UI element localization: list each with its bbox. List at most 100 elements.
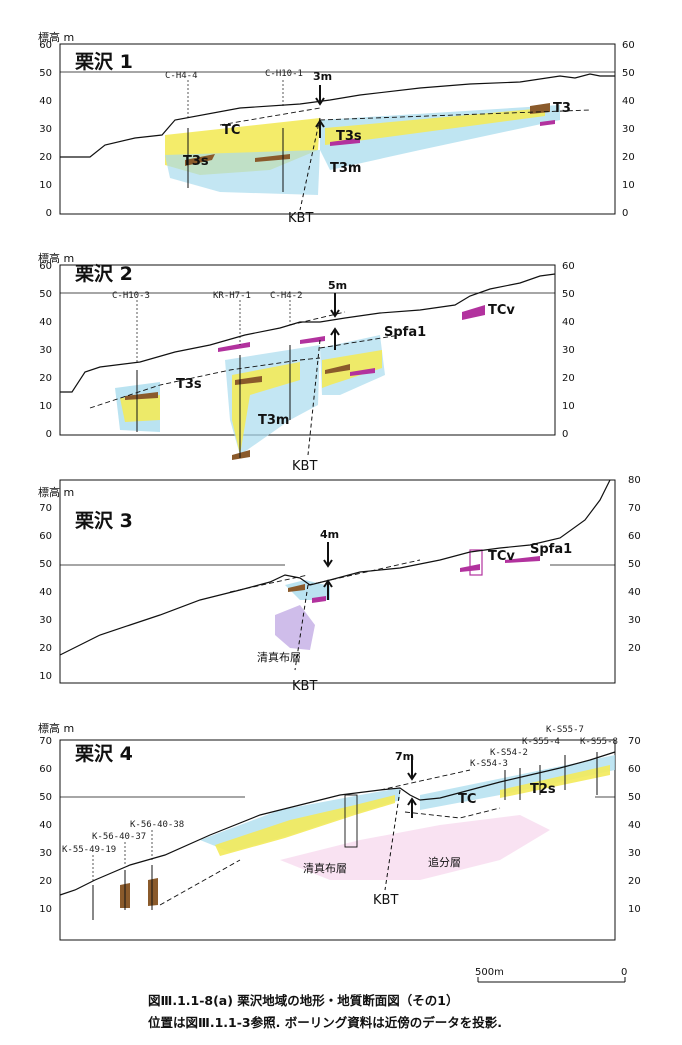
section-2-magenta-layer — [300, 336, 325, 344]
tick-label: 20 — [39, 152, 52, 163]
section-1-ticks-left: 60 50 40 30 20 10 0 — [39, 40, 52, 219]
figure-caption-line-2: 位置は図Ⅲ.1.1-3参照. ボーリング資料は近傍のデータを投影. — [148, 1015, 502, 1030]
section-4-offset-arrow-up — [407, 797, 417, 818]
tick-label: 50 — [39, 792, 52, 803]
tick-label: 10 — [39, 904, 52, 915]
section-1-unit-label: TC — [222, 123, 240, 138]
tick-label: 0 — [622, 208, 628, 219]
tick-label: 30 — [39, 615, 52, 626]
section-2-brown-layer — [232, 450, 250, 460]
section-2-title: 栗沢 2 — [75, 262, 133, 285]
section-1-dashed-surface — [219, 107, 321, 126]
section-4: 標高 m 栗沢 4 70 60 50 40 30 20 10 70 60 50 … — [38, 721, 641, 941]
section-1-axis-unit: 標高 m — [38, 30, 74, 44]
tick-label: 20 — [628, 876, 641, 887]
section-4-axis-unit: 標高 m — [38, 721, 74, 735]
tick-label: 30 — [628, 848, 641, 859]
tick-label: 60 — [622, 40, 635, 51]
section-4-offset-arrow-down — [407, 755, 417, 781]
section-2-unit-label: T3s — [176, 377, 202, 392]
section-2-yellow-body-3 — [322, 350, 382, 388]
tick-label: 50 — [628, 792, 641, 803]
section-1-offset-label: 3m — [313, 70, 332, 83]
section-2-borehole-label: C-H4-2 — [270, 291, 303, 301]
section-4-borehole-label: K-S54-2 — [490, 748, 528, 758]
section-2-brown-layer — [325, 364, 350, 374]
section-4-borehole-label: K-S55-7 — [546, 725, 584, 735]
section-2-magenta-layer — [462, 305, 485, 320]
tick-label: 50 — [39, 289, 52, 300]
tick-label: 60 — [628, 531, 641, 542]
tick-label: 70 — [628, 736, 641, 747]
section-2-unit-label: TCv — [488, 303, 515, 318]
section-2-ticks-left: 60 50 40 30 20 10 0 — [39, 261, 52, 440]
scale-bar-label: 500m — [475, 967, 504, 978]
tick-label: 60 — [628, 764, 641, 775]
section-4-dashed-surface — [159, 859, 241, 906]
section-3-title: 栗沢 3 — [75, 509, 133, 532]
section-1-brown-layer — [185, 154, 215, 166]
section-2-borehole-label: KR-H7-1 — [213, 291, 251, 301]
section-3-offset-label: 4m — [320, 528, 339, 541]
section-4-formation-label: 清真布層 — [303, 861, 347, 875]
tick-label: 60 — [39, 764, 52, 775]
section-4-borehole-label: K-56-40-38 — [130, 820, 184, 830]
tick-label: 30 — [628, 615, 641, 626]
section-2-yellow-body — [120, 395, 160, 422]
section-2-brown-layer — [125, 392, 158, 400]
section-3: 標高 m 栗沢 3 70 60 50 40 30 20 10 80 70 60 … — [38, 475, 641, 694]
tick-label: 20 — [622, 152, 635, 163]
section-3-frame — [59, 479, 616, 684]
section-2-brown-layer — [235, 376, 262, 385]
section-3-formation-label: 清真布層 — [257, 650, 301, 664]
section-2-dashed-surface — [289, 311, 346, 326]
tick-label: 50 — [562, 289, 575, 300]
section-4-borehole-label: K-S54-3 — [470, 759, 508, 769]
scale-bar-zero: 0 — [621, 967, 627, 978]
tick-label: 0 — [46, 429, 52, 440]
tick-label: 10 — [39, 401, 52, 412]
section-4-cyan-body-2 — [420, 755, 615, 810]
section-1-unit-label: T3 — [553, 101, 571, 116]
tick-label: 60 — [562, 261, 575, 272]
tick-label: 10 — [39, 671, 52, 682]
section-1-fault-line — [299, 117, 321, 211]
section-2-ticks-right: 60 50 40 30 20 10 0 — [562, 261, 575, 440]
section-1-offset-arrow-down — [315, 85, 325, 106]
section-4-topography — [59, 751, 616, 896]
section-1-magenta-layer — [540, 120, 555, 126]
section-4-fault-line — [384, 789, 401, 891]
section-2-borehole-label: C-H10-3 — [112, 291, 150, 301]
tick-label: 40 — [39, 587, 52, 598]
section-2-offset-label: 5m — [328, 279, 347, 292]
tick-label: 0 — [562, 429, 568, 440]
section-3-topography — [59, 479, 611, 656]
section-1-fault-label: KBT — [288, 211, 313, 226]
section-3-offset-arrow-up — [323, 579, 333, 600]
section-4-dashed-surface — [379, 769, 471, 791]
section-1-unit-label: T3m — [330, 161, 361, 176]
section-4-borehole-label: K-55-49-19 — [62, 845, 116, 855]
tick-label: 30 — [562, 345, 575, 356]
section-4-formation-label: 追分層 — [428, 855, 461, 869]
section-3-cyan-body — [285, 580, 330, 600]
section-3-purple-body — [275, 605, 315, 650]
tick-label: 10 — [628, 904, 641, 915]
tick-label: 50 — [622, 68, 635, 79]
section-4-frame — [59, 739, 616, 941]
tick-label: 70 — [628, 503, 641, 514]
tick-label: 10 — [622, 180, 635, 191]
section-4-fault-label: KBT — [373, 893, 398, 908]
tick-label: 20 — [562, 373, 575, 384]
tick-label: 0 — [46, 208, 52, 219]
section-2-topography — [60, 273, 556, 393]
section-4-unit-label: T2s — [530, 782, 556, 797]
section-3-brown-layer — [288, 584, 305, 592]
section-2-offset-arrow-down — [330, 293, 340, 318]
tick-label: 40 — [39, 820, 52, 831]
section-4-borehole-label: K-56-40-37 — [92, 832, 146, 842]
section-1-brown-layer — [255, 154, 290, 162]
section-3-magenta-layer — [505, 556, 540, 563]
tick-label: 80 — [628, 475, 641, 486]
section-1-dashed-surface — [319, 109, 591, 121]
